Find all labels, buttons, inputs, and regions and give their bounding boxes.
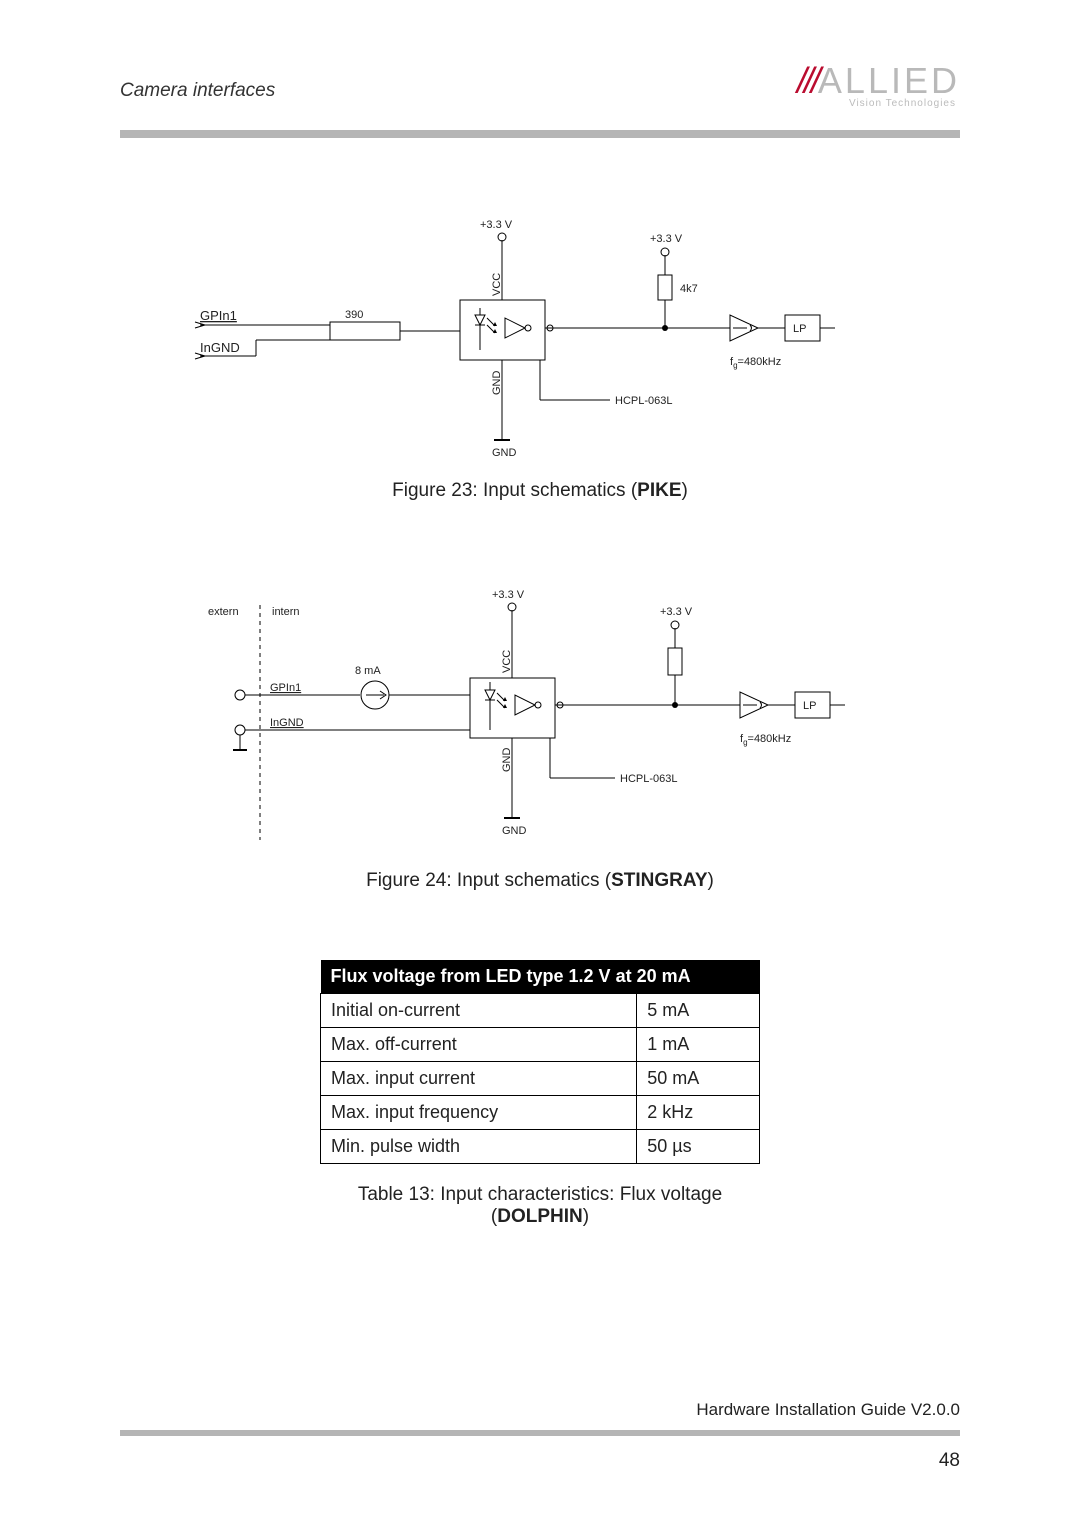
table-13: Flux voltage from LED type 1.2 V at 20 m… (320, 960, 760, 1228)
cell-value: 2 kHz (637, 1096, 760, 1130)
footer-guide: Hardware Installation Guide V2.0.0 (696, 1400, 960, 1420)
label-lp: LP (803, 700, 816, 712)
label-vcc: VCC (491, 273, 503, 296)
label-gnd2: GND (492, 447, 517, 459)
label-ingnd: InGND (200, 340, 240, 355)
table-row: Max. off-current1 mA (321, 1028, 760, 1062)
label-gnd2: GND (502, 825, 527, 837)
label-gnd: GND (501, 748, 513, 773)
fig23-caption-prefix: Figure 23: Input schematics ( (392, 480, 637, 501)
table-header: Flux voltage from LED type 1.2 V at 20 m… (321, 960, 760, 994)
figure-23: GPIn1 InGND 390 VCC GND +3.3 V (120, 200, 960, 502)
label-extern: extern (208, 606, 239, 618)
table-row: Initial on-current5 mA (321, 994, 760, 1028)
label-33v-a: +3.3 V (480, 219, 513, 231)
cell-label: Initial on-current (321, 994, 637, 1028)
label-hcpl: HCPL-063L (615, 395, 672, 407)
table-13-caption: Table 13: Input characteristics: Flux vo… (320, 1184, 760, 1228)
label-gnd: GND (491, 371, 503, 396)
page-header: Camera interfaces ///ALLIED Vision Techn… (120, 80, 960, 130)
pike-schematic: GPIn1 InGND 390 VCC GND +3.3 V (180, 200, 900, 480)
label-gpin1: GPIn1 (200, 308, 237, 323)
label-intern: intern (272, 606, 300, 618)
figure-23-caption: Figure 23: Input schematics (PIKE) (120, 480, 960, 502)
logo-text: ALLIED (818, 60, 960, 101)
table-row: Min. pulse width50 µs (321, 1130, 760, 1164)
flux-voltage-table: Flux voltage from LED type 1.2 V at 20 m… (320, 960, 760, 1164)
label-8ma: 8 mA (355, 665, 381, 677)
page-number: 48 (939, 1450, 960, 1472)
figure-24: extern intern GPIn1 InGND 8 mA VCC GND (120, 570, 960, 892)
label-33v-b: +3.3 V (660, 606, 693, 618)
cell-label: Max. off-current (321, 1028, 637, 1062)
label-fg: fg=480kHz (740, 733, 791, 747)
fig23-caption-suffix: ) (682, 480, 688, 501)
label-hcpl: HCPL-063L (620, 773, 677, 785)
cell-label: Max. input current (321, 1062, 637, 1096)
fig24-caption-bold: STINGRAY (611, 870, 707, 891)
fig23-caption-bold: PIKE (637, 480, 681, 501)
label-lp: LP (793, 323, 806, 335)
cell-label: Min. pulse width (321, 1130, 637, 1164)
header-rule (120, 130, 960, 138)
label-gpin1: GPIn1 (270, 682, 301, 694)
label-vcc: VCC (501, 650, 513, 673)
label-r390: 390 (345, 309, 363, 321)
label-33v-a: +3.3 V (492, 589, 525, 601)
cell-value: 50 mA (637, 1062, 760, 1096)
label-ingnd: InGND (270, 717, 304, 729)
label-33v-b: +3.3 V (650, 233, 683, 245)
footer-rule (120, 1430, 960, 1436)
cell-value: 50 µs (637, 1130, 760, 1164)
cell-value: 5 mA (637, 994, 760, 1028)
label-fg: fg=480kHz (730, 356, 781, 370)
label-4k7: 4k7 (680, 283, 698, 295)
cell-label: Max. input frequency (321, 1096, 637, 1130)
fig24-caption-prefix: Figure 24: Input schematics ( (366, 870, 611, 891)
table-row: Max. input frequency2 kHz (321, 1096, 760, 1130)
fig24-caption-suffix: ) (708, 870, 714, 891)
stingray-schematic: extern intern GPIn1 InGND 8 mA VCC GND (180, 570, 900, 870)
table13-caption-suffix: ) (583, 1206, 589, 1227)
table-row: Max. input current50 mA (321, 1062, 760, 1096)
logo-slashes: /// (797, 60, 818, 101)
logo-subtitle: Vision Technologies (849, 98, 956, 109)
logo: ///ALLIED Vision Technologies (797, 60, 960, 102)
cell-value: 1 mA (637, 1028, 760, 1062)
table13-caption-bold: DOLPHIN (497, 1206, 583, 1227)
figure-24-caption: Figure 24: Input schematics (STINGRAY) (120, 870, 960, 892)
